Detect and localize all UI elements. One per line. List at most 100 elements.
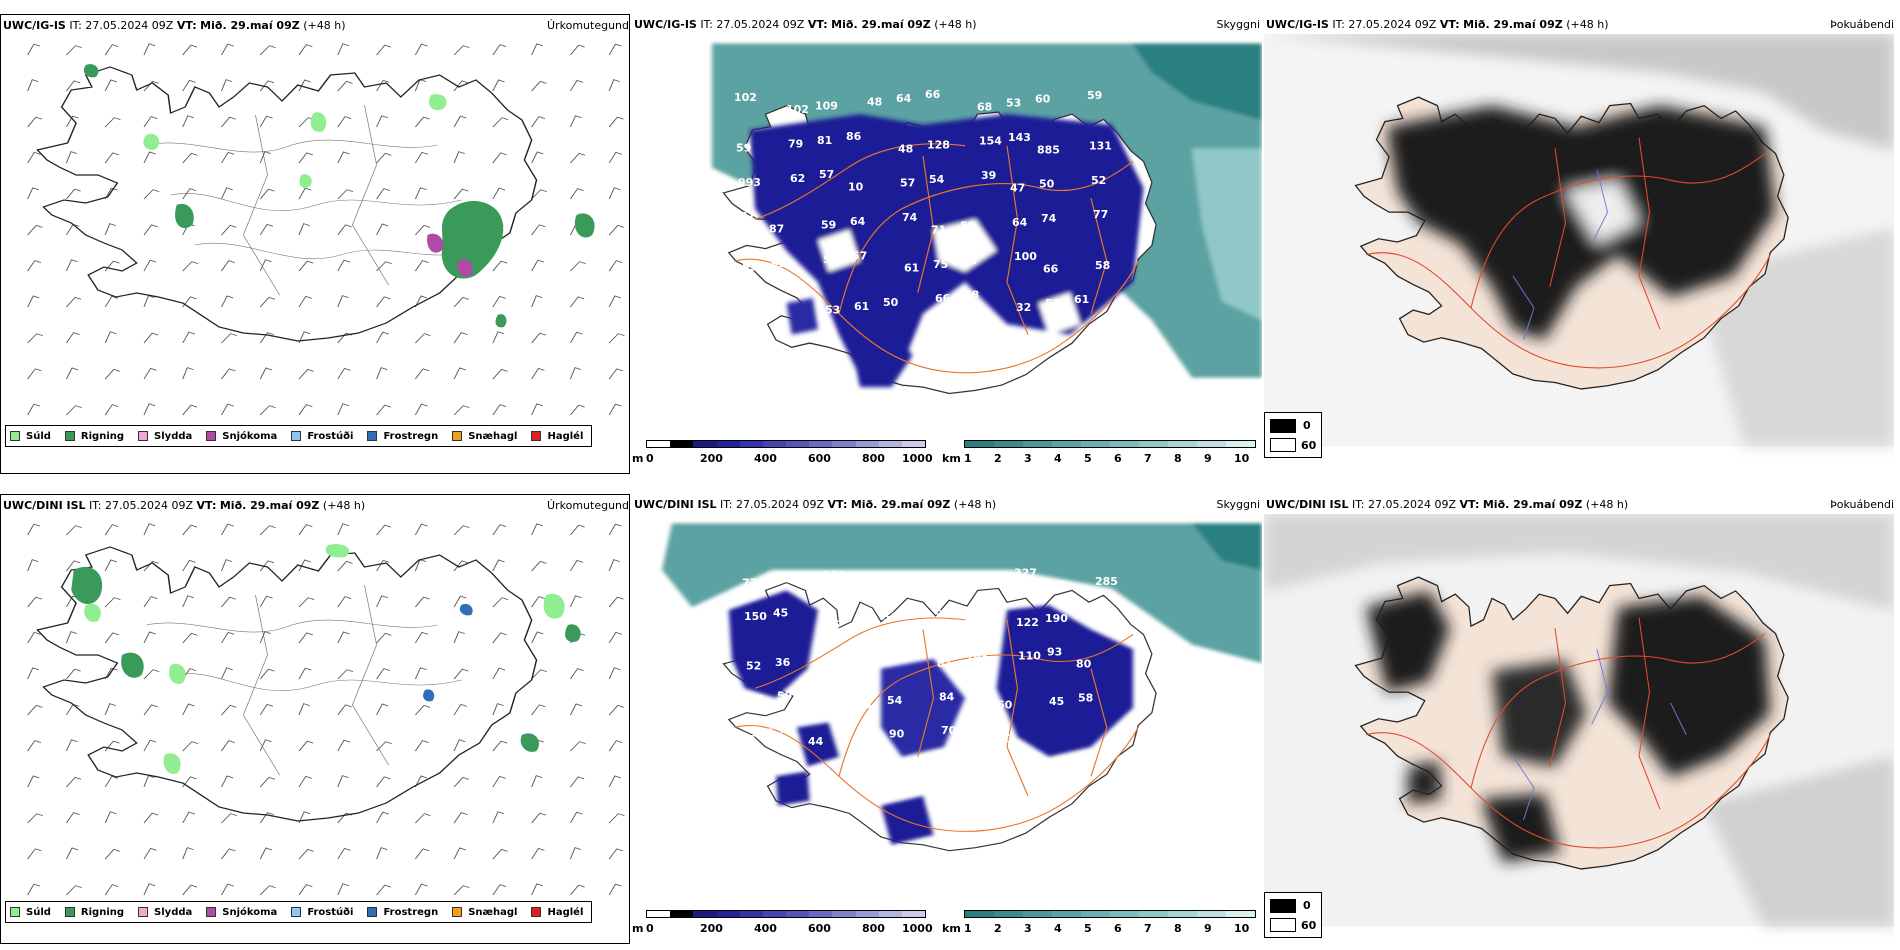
cloud-base-label: 66 bbox=[935, 292, 950, 305]
colorbar-segment bbox=[809, 911, 833, 917]
wind-barb bbox=[608, 523, 622, 536]
wind-barb bbox=[259, 560, 275, 572]
wind-barb bbox=[453, 595, 467, 608]
wind-barb bbox=[143, 523, 156, 536]
wind-barb bbox=[298, 152, 313, 164]
cloud-base-label: 62 bbox=[790, 172, 805, 185]
wind-barb bbox=[608, 403, 622, 416]
fog-indicator-panel-row1: UWC/IG-IS IT: 27.05.2024 09Z VT: Mið. 29… bbox=[1264, 14, 1900, 474]
cloud-base-label: 67 bbox=[748, 694, 763, 707]
wind-barb bbox=[27, 260, 42, 272]
cloud-base-label: 45 bbox=[825, 619, 840, 632]
wind-barb bbox=[376, 152, 392, 164]
cloud-base-label: 56 bbox=[962, 254, 977, 267]
wind-barb bbox=[298, 597, 315, 608]
wind-barb bbox=[492, 597, 509, 608]
cloud-base-label: 80 bbox=[1076, 658, 1091, 671]
wind-barb bbox=[570, 404, 585, 416]
wind-barb bbox=[570, 188, 584, 200]
cloud-base-label: 70 bbox=[941, 724, 956, 737]
wind-barb bbox=[376, 741, 392, 752]
wind-barb bbox=[66, 405, 82, 416]
wind-barb bbox=[182, 44, 198, 56]
legend-swatch bbox=[206, 907, 217, 917]
wind-barb bbox=[570, 741, 586, 752]
wind-barb bbox=[27, 559, 39, 572]
wind-barb bbox=[27, 295, 40, 308]
cloud-base-label: 143 bbox=[1008, 131, 1031, 144]
wind-barb bbox=[221, 224, 237, 236]
colorbar-segment bbox=[1197, 911, 1226, 917]
wind-barb bbox=[376, 404, 392, 416]
legend-swatch bbox=[138, 431, 149, 441]
visibility-field bbox=[662, 523, 1262, 664]
wind-barb bbox=[259, 188, 275, 200]
cloud-base-label: 36 bbox=[970, 736, 985, 749]
precip-type-panel-row1: UWC/IG-IS IT: 27.05.2024 09Z VT: Mið. 29… bbox=[0, 14, 630, 474]
wind-barb bbox=[414, 596, 430, 608]
cloud-base-label: 87 bbox=[769, 223, 784, 236]
wind-barb bbox=[259, 703, 274, 716]
wind-barb bbox=[569, 703, 583, 716]
legend-item: Frostúði bbox=[291, 907, 353, 918]
wind-barb bbox=[65, 367, 79, 380]
cloud-base-label: 58 bbox=[1078, 692, 1093, 705]
cloud-base-label: 117 bbox=[750, 727, 773, 740]
colorbar-segment bbox=[1023, 441, 1052, 447]
wind-barb bbox=[337, 189, 354, 200]
wind-barb bbox=[66, 885, 82, 896]
wind-barb bbox=[298, 295, 312, 308]
wind-barb bbox=[27, 667, 40, 680]
cloud-base-label: 135 bbox=[771, 573, 794, 586]
colorbar-segment bbox=[1110, 911, 1139, 917]
wind-barb bbox=[570, 668, 584, 680]
wind-barb bbox=[376, 524, 392, 536]
cloud-base-label: 158 bbox=[823, 570, 846, 583]
wind-barb bbox=[608, 260, 623, 272]
fog-indicator-panel-row2: UWC/DINI ISL IT: 27.05.2024 09Z VT: Mið.… bbox=[1264, 494, 1900, 950]
wind-barb bbox=[259, 332, 274, 344]
cloud-base-label: 56 bbox=[823, 253, 838, 266]
wind-barb bbox=[453, 80, 469, 92]
cloud-base-field bbox=[749, 114, 1144, 388]
wind-barb bbox=[27, 813, 44, 824]
legend-swatch bbox=[10, 431, 20, 441]
wind-barb bbox=[65, 739, 78, 752]
wind-barb bbox=[492, 331, 505, 344]
cloud-base-label: 53 bbox=[1006, 97, 1021, 110]
wind-barb bbox=[608, 116, 624, 128]
wind-barb bbox=[104, 703, 117, 716]
wind-barb bbox=[414, 116, 430, 128]
wind-barb bbox=[608, 224, 625, 236]
legend-swatch bbox=[531, 431, 542, 441]
wind-barb bbox=[608, 187, 621, 200]
wind-barb bbox=[376, 776, 391, 788]
wind-barb bbox=[27, 775, 40, 788]
wind-barb bbox=[492, 740, 508, 752]
panel-header: UWC/IG-IS IT: 27.05.2024 09Z VT: Mið. 29… bbox=[634, 18, 1260, 31]
fog-key-high-swatch bbox=[1270, 419, 1296, 433]
wind-barb bbox=[27, 403, 41, 416]
legend-swatch bbox=[291, 431, 302, 441]
cloud-base-label: 47 bbox=[1010, 182, 1025, 195]
cloud-base-label: 47 bbox=[854, 615, 869, 628]
wind-barb bbox=[570, 524, 585, 536]
wind-barb bbox=[143, 295, 155, 308]
cloud-base-label: 61 bbox=[1074, 293, 1089, 306]
wind-barb bbox=[414, 848, 430, 860]
precip-areas bbox=[83, 64, 595, 328]
wind-barb bbox=[376, 223, 389, 236]
wind-barb bbox=[492, 117, 509, 128]
wind-barb bbox=[492, 152, 507, 164]
cloud-base-label: 75 bbox=[933, 258, 948, 271]
wind-barb bbox=[376, 595, 388, 608]
legend-item: Snjókoma bbox=[206, 907, 277, 918]
cloud-base-label: 327 bbox=[1014, 567, 1037, 580]
wind-barb bbox=[27, 368, 42, 380]
wind-barb bbox=[65, 223, 80, 236]
cloud-base-label: 66 bbox=[1043, 263, 1058, 276]
roads bbox=[733, 143, 1139, 374]
wind-barb bbox=[182, 559, 196, 572]
legend-item: Rigning bbox=[64, 907, 124, 918]
visibility-bar bbox=[964, 910, 1256, 918]
